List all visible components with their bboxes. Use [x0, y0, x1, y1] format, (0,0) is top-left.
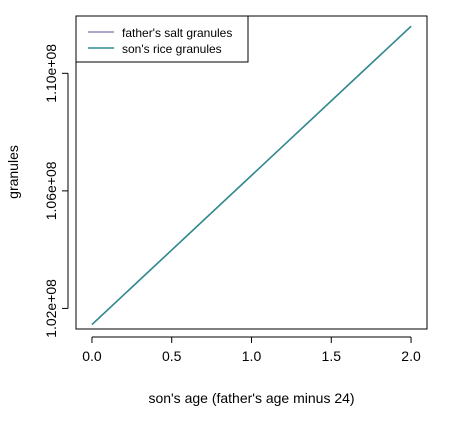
x-tick-label: 0.5: [162, 348, 182, 364]
x-tick-label: 1.5: [322, 348, 342, 364]
x-axis: 0.0 0.5 1.0 1.5 2.0: [82, 336, 421, 364]
y-tick-label: 1.06e+08: [43, 161, 59, 220]
legend-label-0: father's salt granules: [122, 26, 232, 40]
x-axis-title: son's age (father's age minus 24): [148, 390, 354, 406]
x-tick-label: 1.0: [242, 348, 262, 364]
legend-box: [75, 15, 249, 63]
legend: father's salt granules son's rice granule…: [75, 15, 249, 63]
y-tick-label: 1.02e+08: [43, 279, 59, 338]
legend-label-1: son's rice granules: [122, 42, 222, 56]
x-tick-label: 0.0: [82, 348, 102, 364]
plot-frame: [75, 15, 428, 330]
y-axis-title: granules: [5, 145, 21, 199]
y-tick-label: 1.10e+08: [43, 44, 59, 103]
series-line-1: [91, 25, 412, 326]
x-tick-label: 2.0: [401, 348, 421, 364]
y-axis: 1.02e+08 1.06e+08 1.10e+08: [43, 44, 69, 338]
series-layer: [91, 25, 412, 326]
